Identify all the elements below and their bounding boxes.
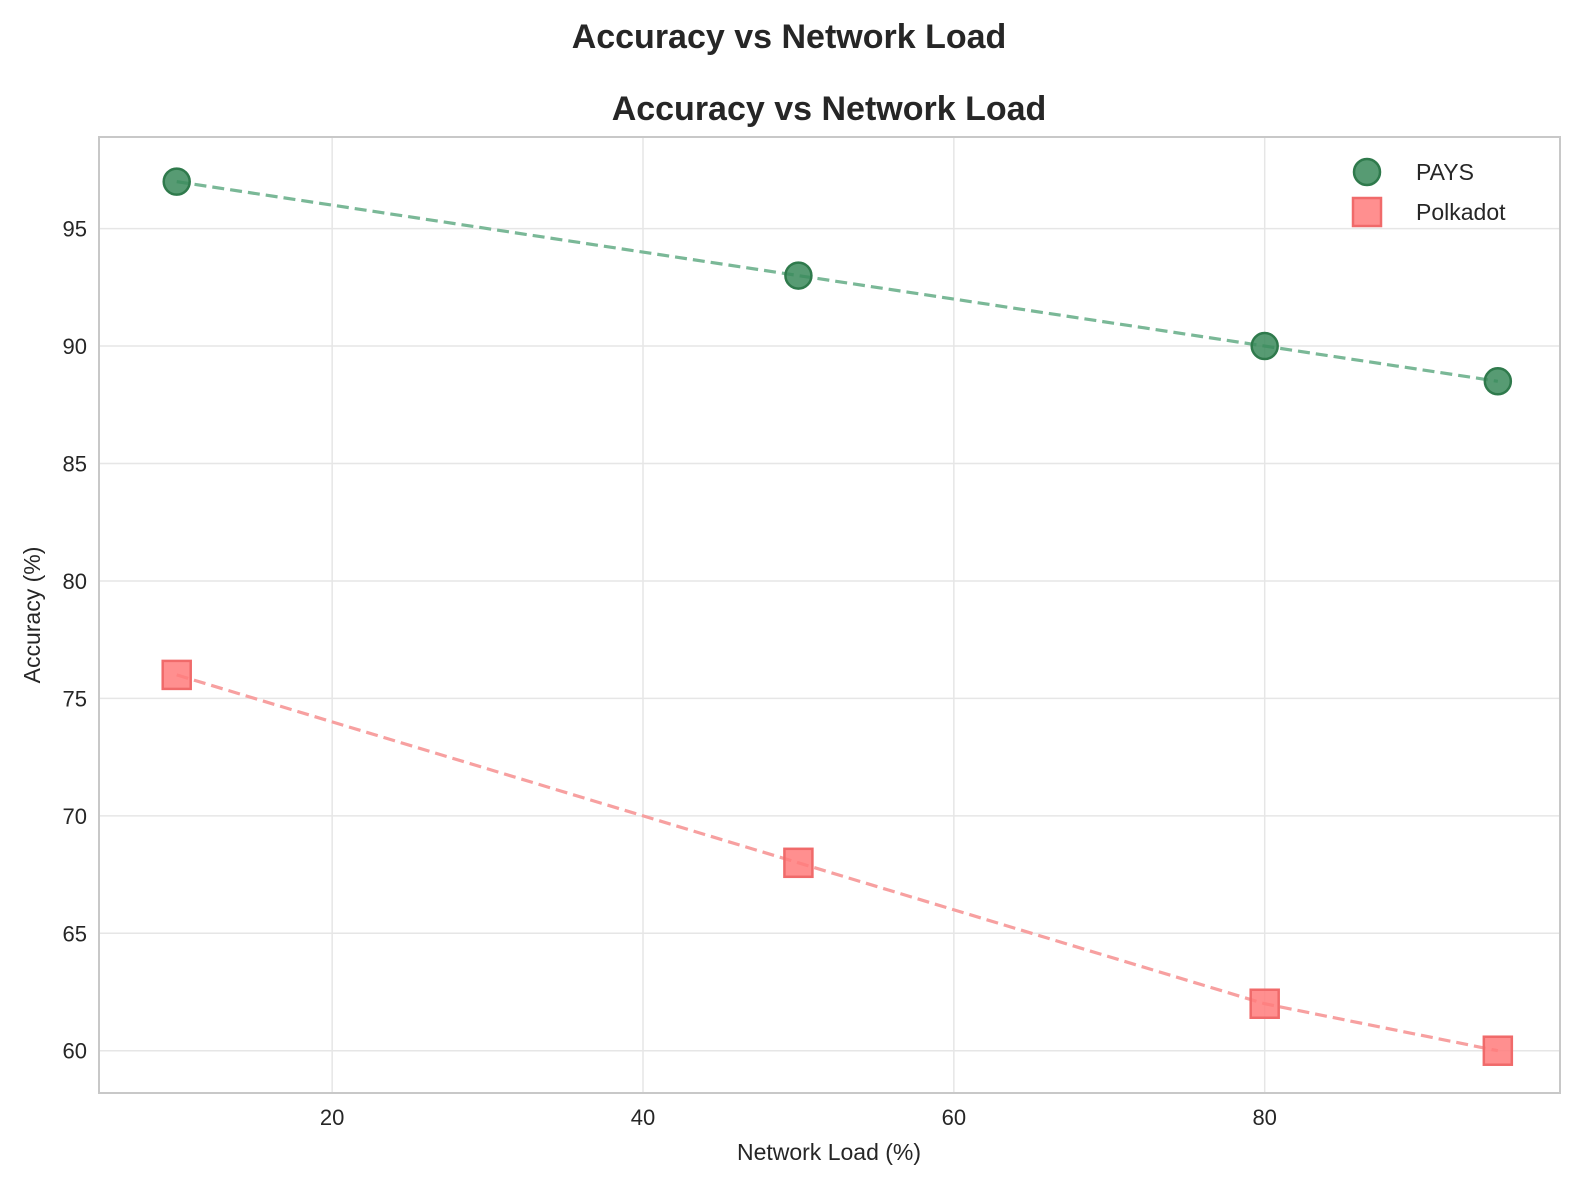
legend-label: Polkadot xyxy=(1416,199,1506,225)
data-point xyxy=(161,659,192,691)
y-tick-labels: 60 65 70 75 80 85 90 95 xyxy=(63,217,87,1064)
data-point xyxy=(783,847,814,879)
y-tick-label: 95 xyxy=(63,217,87,242)
y-tick-label: 60 xyxy=(63,1039,87,1064)
y-tick-label: 90 xyxy=(63,334,87,359)
series-line-0 xyxy=(176,180,1499,383)
data-point xyxy=(1483,367,1513,396)
x-tick-label: 60 xyxy=(942,1105,966,1130)
y-tick-label: 80 xyxy=(63,569,87,594)
figure-suptitle: Accuracy vs Network Load xyxy=(572,18,1007,56)
legend-marker xyxy=(1352,157,1382,187)
plot-frame xyxy=(98,136,1561,1094)
x-axis-label: Network Load (%) xyxy=(737,1139,921,1165)
x-tick-label: 20 xyxy=(320,1105,344,1130)
markers xyxy=(161,167,1514,1066)
series-lines xyxy=(176,180,1499,1053)
y-tick-label: 70 xyxy=(63,804,87,829)
y-tick-label: 75 xyxy=(63,686,87,711)
y-axis-label: Accuracy (%) xyxy=(19,547,45,684)
data-point xyxy=(1482,1035,1514,1066)
x-tick-labels: 20 40 60 80 xyxy=(320,1105,1277,1130)
x-tick-label: 80 xyxy=(1252,1105,1276,1130)
x-tick-label: 40 xyxy=(631,1105,655,1130)
data-point xyxy=(784,261,813,290)
y-tick-label: 65 xyxy=(63,921,87,946)
data-point xyxy=(1250,331,1279,361)
legend-marker xyxy=(1351,196,1383,228)
legend: PAYS Polkadot xyxy=(1351,157,1506,228)
legend-label: PAYS xyxy=(1416,159,1474,185)
series-line-1 xyxy=(176,673,1499,1053)
chart-title: Accuracy vs Network Load xyxy=(612,90,1047,128)
y-tick-label: 85 xyxy=(63,451,87,476)
grid xyxy=(99,137,1560,1093)
data-point xyxy=(1249,988,1280,1019)
data-point xyxy=(162,167,191,196)
